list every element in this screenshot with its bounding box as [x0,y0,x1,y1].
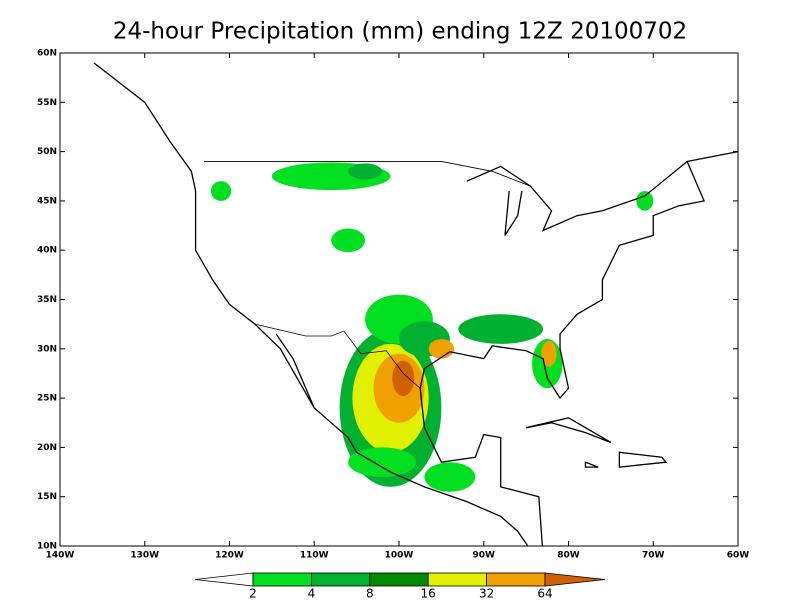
x-tick-label: 60W [727,551,750,561]
y-tick-label: 10N [37,542,57,552]
colorbar-segment [310,572,371,587]
y-tick-label: 45N [37,196,57,206]
colorbar-segment [427,572,488,587]
y-tick-label: 20N [37,443,57,453]
map-title: 24-hour Precipitation (mm) ending 12Z 20… [113,19,687,45]
colorbar-segment [252,572,312,587]
axes: 140W 130W 120W 110W 100W 90W 80W 70W 60W 10N 15N 20… [37,49,749,561]
x-tick-label: 100W [385,551,414,561]
precip-area [348,447,416,477]
precip-area [210,181,232,201]
colorbar-label: 32 [479,587,494,600]
precip-area [636,191,654,211]
precip-area [348,163,383,180]
map-layer [94,63,738,556]
colorbar-label: 4 [308,587,316,600]
x-tick-label: 70W [642,551,665,561]
x-tick-label: 110W [300,551,329,561]
colorbar-segment [486,572,546,587]
coastlines [94,63,738,556]
colorbar-label: 8 [366,587,374,600]
x-tick-label: 80W [557,551,580,561]
colorbar: 2 4 8 16 32 64 [194,572,606,600]
x-tick-label: 90W [473,551,496,561]
colorbar-label: 16 [421,587,436,600]
precip-area [392,360,415,397]
y-tick-label: 25N [37,394,57,404]
y-tick-label: 50N [37,147,57,157]
y-tick-label: 15N [37,492,57,502]
x-tick-label: 120W [215,551,244,561]
y-tick-label: 55N [37,98,57,108]
y-tick-label: 40N [37,246,57,256]
precip-fields [210,162,654,492]
colorbar-under [194,572,254,587]
precip-area [424,462,476,492]
colorbar-over [544,572,606,587]
precip-area [541,340,557,367]
precip-area [331,228,366,253]
colorbar-label: 2 [249,587,257,600]
y-tick-label: 60N [37,49,57,59]
precip-area [428,338,455,359]
precip-area [458,314,544,344]
y-tick-label: 30N [37,344,57,354]
colorbar-segment [369,572,429,587]
colorbar-label: 64 [537,587,552,600]
x-tick-label: 130W [130,551,159,561]
y-tick-label: 35N [37,295,57,305]
x-tick-label: 140W [46,551,75,561]
